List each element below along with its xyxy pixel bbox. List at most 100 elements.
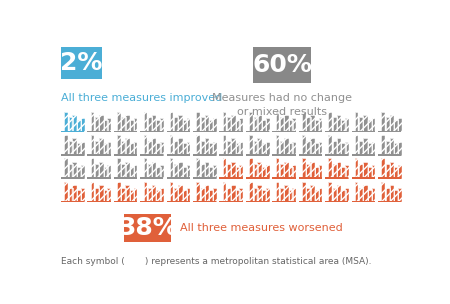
- Bar: [342, 167, 346, 179]
- Bar: [355, 158, 358, 179]
- Bar: [134, 118, 137, 132]
- Bar: [72, 115, 77, 132]
- Bar: [157, 190, 161, 202]
- Bar: [249, 182, 253, 202]
- Bar: [160, 118, 164, 132]
- Bar: [363, 115, 368, 132]
- Bar: [363, 115, 368, 132]
- Bar: [157, 120, 161, 132]
- Bar: [239, 142, 243, 156]
- Bar: [363, 138, 368, 156]
- Bar: [117, 182, 121, 202]
- Text: 60%: 60%: [252, 53, 312, 77]
- Bar: [223, 182, 226, 202]
- Bar: [227, 141, 231, 156]
- Bar: [61, 131, 84, 132]
- Bar: [345, 165, 349, 179]
- Bar: [90, 158, 94, 179]
- Bar: [249, 158, 253, 179]
- Bar: [306, 117, 310, 132]
- Bar: [213, 118, 217, 132]
- Bar: [239, 188, 243, 202]
- Bar: [359, 164, 364, 179]
- Bar: [253, 117, 258, 132]
- Bar: [209, 190, 213, 202]
- Bar: [64, 112, 68, 132]
- Bar: [372, 165, 375, 179]
- Bar: [231, 115, 236, 132]
- Bar: [359, 141, 364, 156]
- Bar: [337, 161, 342, 179]
- Bar: [104, 167, 108, 179]
- Bar: [386, 188, 390, 202]
- Bar: [140, 131, 163, 132]
- Bar: [253, 164, 258, 179]
- Bar: [239, 118, 243, 132]
- Bar: [342, 190, 346, 202]
- Bar: [292, 118, 296, 132]
- Bar: [77, 120, 81, 132]
- Bar: [152, 138, 157, 156]
- Bar: [276, 158, 279, 179]
- Bar: [231, 115, 236, 132]
- Bar: [160, 188, 164, 202]
- Bar: [381, 158, 385, 179]
- Bar: [394, 143, 398, 156]
- Bar: [328, 112, 332, 132]
- Bar: [148, 188, 152, 202]
- Bar: [292, 118, 296, 132]
- Bar: [292, 118, 296, 132]
- Bar: [144, 112, 147, 132]
- Bar: [386, 117, 390, 132]
- Bar: [160, 142, 164, 156]
- Bar: [257, 185, 262, 202]
- Bar: [266, 142, 270, 156]
- Bar: [239, 165, 243, 179]
- Bar: [390, 161, 394, 179]
- Bar: [231, 138, 236, 156]
- Bar: [342, 143, 346, 156]
- Bar: [351, 178, 375, 179]
- Bar: [213, 165, 217, 179]
- Bar: [333, 141, 337, 156]
- Bar: [276, 112, 279, 132]
- Bar: [398, 165, 402, 179]
- Bar: [288, 143, 292, 156]
- Bar: [68, 117, 73, 132]
- Bar: [95, 188, 99, 202]
- Bar: [306, 164, 310, 179]
- FancyBboxPatch shape: [253, 47, 311, 83]
- Bar: [170, 112, 173, 132]
- Bar: [288, 143, 292, 156]
- Bar: [209, 120, 213, 132]
- Bar: [126, 115, 130, 132]
- Bar: [337, 115, 342, 132]
- Bar: [246, 131, 269, 132]
- Bar: [378, 131, 401, 132]
- Bar: [266, 142, 270, 156]
- Bar: [99, 138, 104, 156]
- Bar: [319, 118, 322, 132]
- Bar: [205, 138, 209, 156]
- Bar: [77, 167, 81, 179]
- Bar: [122, 141, 126, 156]
- Bar: [368, 120, 372, 132]
- Bar: [205, 138, 209, 156]
- Bar: [272, 131, 296, 132]
- Bar: [157, 120, 161, 132]
- Bar: [236, 167, 240, 179]
- Bar: [227, 117, 231, 132]
- Bar: [398, 188, 402, 202]
- Bar: [337, 185, 342, 202]
- Bar: [363, 185, 368, 202]
- Bar: [196, 112, 200, 132]
- Bar: [355, 135, 358, 156]
- Bar: [390, 115, 394, 132]
- Bar: [183, 120, 187, 132]
- Bar: [345, 118, 349, 132]
- Bar: [178, 115, 183, 132]
- Bar: [178, 138, 183, 156]
- Bar: [363, 115, 368, 132]
- Bar: [299, 178, 322, 179]
- Bar: [253, 188, 258, 202]
